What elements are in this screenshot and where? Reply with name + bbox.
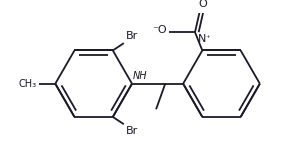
Text: N: N: [198, 34, 206, 44]
Text: ⁻O: ⁻O: [152, 25, 167, 35]
Text: Br: Br: [125, 31, 138, 41]
Text: Br: Br: [125, 126, 138, 136]
Text: NH: NH: [133, 71, 147, 81]
Text: O: O: [198, 0, 207, 9]
Text: ⁺: ⁺: [205, 34, 210, 43]
Text: CH₃: CH₃: [19, 79, 37, 89]
